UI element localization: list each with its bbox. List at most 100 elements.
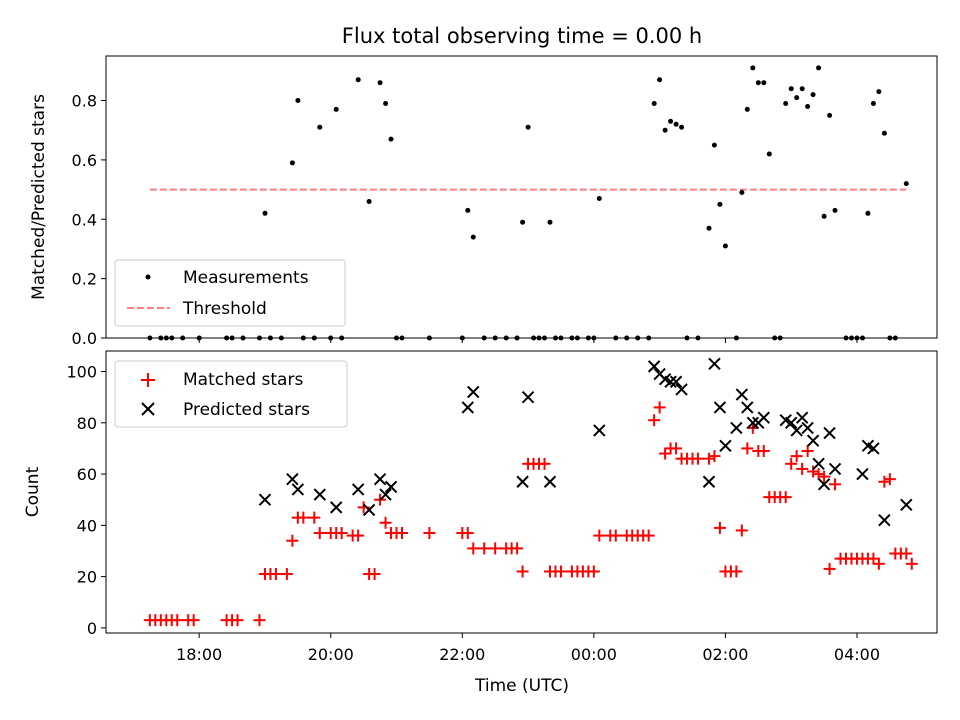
bottom-y-axis-label: Count xyxy=(23,466,43,517)
measurement-point xyxy=(465,207,471,213)
bottom-data-layer xyxy=(143,357,918,627)
measurement-point xyxy=(377,80,383,86)
predicted-star-point xyxy=(713,401,727,414)
bottom-plot-frame xyxy=(105,350,938,634)
predicted-star-point xyxy=(806,434,820,447)
predicted-star-point xyxy=(286,472,299,486)
predicted-star-point xyxy=(856,467,869,481)
measurement-point xyxy=(799,86,805,92)
matched-star-point xyxy=(642,529,655,542)
predicted-star-point xyxy=(741,401,754,414)
top-y-tick-label: 0.6 xyxy=(72,151,97,170)
predicted-star-point xyxy=(647,360,661,373)
matched-star-point xyxy=(900,547,913,560)
matched-star-point xyxy=(297,511,310,524)
measurement-point xyxy=(821,213,827,219)
top-x-ticks xyxy=(198,338,858,343)
chart-title: Flux total observing time = 0.00 h xyxy=(342,24,702,48)
measurement-point xyxy=(827,112,833,118)
predicted-star-point xyxy=(330,501,343,514)
matched-star-point xyxy=(423,527,436,540)
predicted-star-point xyxy=(757,411,770,424)
x-tick-label: 00:00 xyxy=(571,645,617,664)
matched-star-point xyxy=(883,473,896,486)
matched-star-point xyxy=(708,450,721,463)
predicted-star-point xyxy=(467,385,480,399)
matched-star-point xyxy=(713,521,726,534)
predicted-star-point xyxy=(593,424,606,437)
predicted-star-point xyxy=(362,503,376,517)
legend-matched-marker xyxy=(141,373,155,387)
measurement-point xyxy=(317,124,323,130)
matched-star-point xyxy=(807,465,820,478)
predicted-star-point xyxy=(790,424,803,437)
measurement-point xyxy=(662,127,668,133)
predicted-star-point xyxy=(313,488,326,501)
matched-star-point xyxy=(253,614,266,627)
matched-star-point xyxy=(785,457,798,470)
matched-star-point xyxy=(653,401,666,414)
predicted-star-point xyxy=(461,401,474,414)
predicted-star-point xyxy=(735,388,749,401)
matched-star-point xyxy=(823,562,836,575)
measurement-point xyxy=(722,243,728,249)
matched-star-point xyxy=(396,527,409,540)
matched-star-point xyxy=(609,529,622,542)
measurement-point xyxy=(355,77,361,83)
measurement-point xyxy=(366,199,372,204)
measurement-point xyxy=(706,225,712,231)
measurement-point xyxy=(289,160,295,166)
predicted-star-point xyxy=(730,421,743,435)
matched-star-point xyxy=(735,524,748,537)
matched-star-point xyxy=(593,529,606,542)
matched-star-point xyxy=(790,450,803,463)
measurement-point xyxy=(711,142,717,148)
predicted-star-point xyxy=(379,488,392,501)
measurement-point xyxy=(262,210,268,216)
predicted-star-point xyxy=(521,390,535,404)
measurement-point xyxy=(651,101,657,106)
predicted-star-point xyxy=(900,498,913,512)
legend-matched-label: Matched stars xyxy=(183,370,303,390)
matched-star-point xyxy=(829,478,842,491)
measurement-point xyxy=(596,196,602,201)
measurement-point xyxy=(783,101,789,106)
predicted-star-point xyxy=(823,426,836,440)
measurement-point xyxy=(295,98,301,103)
top-plot-panel: Flux total observing time = 0.00 h 0.00.… xyxy=(29,24,938,348)
predicted-star-point xyxy=(784,416,798,429)
matched-star-point xyxy=(741,442,754,455)
matched-star-point xyxy=(280,568,293,581)
x-axis-label: Time (UTC) xyxy=(474,676,569,696)
measurement-point xyxy=(679,124,685,130)
top-y-axis-label: Matched/Predicted stars xyxy=(29,94,49,300)
measurement-point xyxy=(657,77,663,83)
measurement-point xyxy=(388,136,394,142)
measurement-point xyxy=(383,101,389,106)
bottom-y-tick-label: 20 xyxy=(77,568,97,587)
top-data-layer xyxy=(147,65,909,341)
top-legend-box xyxy=(114,259,346,327)
measurement-point xyxy=(520,219,526,225)
top-y-ticks: 0.0 0.2 0.4 0.6 0.8 xyxy=(72,92,106,348)
bottom-y-tick-label: 0 xyxy=(87,619,97,638)
bottom-legend: Matched stars Predicted stars xyxy=(114,360,348,428)
matched-star-point xyxy=(702,452,715,465)
measurement-point xyxy=(865,210,871,216)
measurement-point xyxy=(739,190,745,195)
matched-star-point xyxy=(779,491,792,504)
predicted-star-point xyxy=(828,462,842,476)
matched-star-point xyxy=(511,542,524,555)
x-tick-label: 18:00 xyxy=(176,645,222,664)
bottom-plot-panel: 0 20 40 60 80 100 18:00 20:00 22:00 00:00 02:00 04… xyxy=(23,350,938,696)
matched-star-point xyxy=(670,442,683,455)
matched-star-point xyxy=(171,614,184,627)
predicted-star-point xyxy=(817,478,831,491)
matched-star-point xyxy=(801,444,814,457)
x-tick-label: 04:00 xyxy=(834,645,880,664)
matched-star-point xyxy=(905,557,918,570)
predicted-star-point xyxy=(878,513,891,527)
bottom-y-tick-label: 60 xyxy=(77,465,97,484)
matched-star-point xyxy=(516,565,529,578)
